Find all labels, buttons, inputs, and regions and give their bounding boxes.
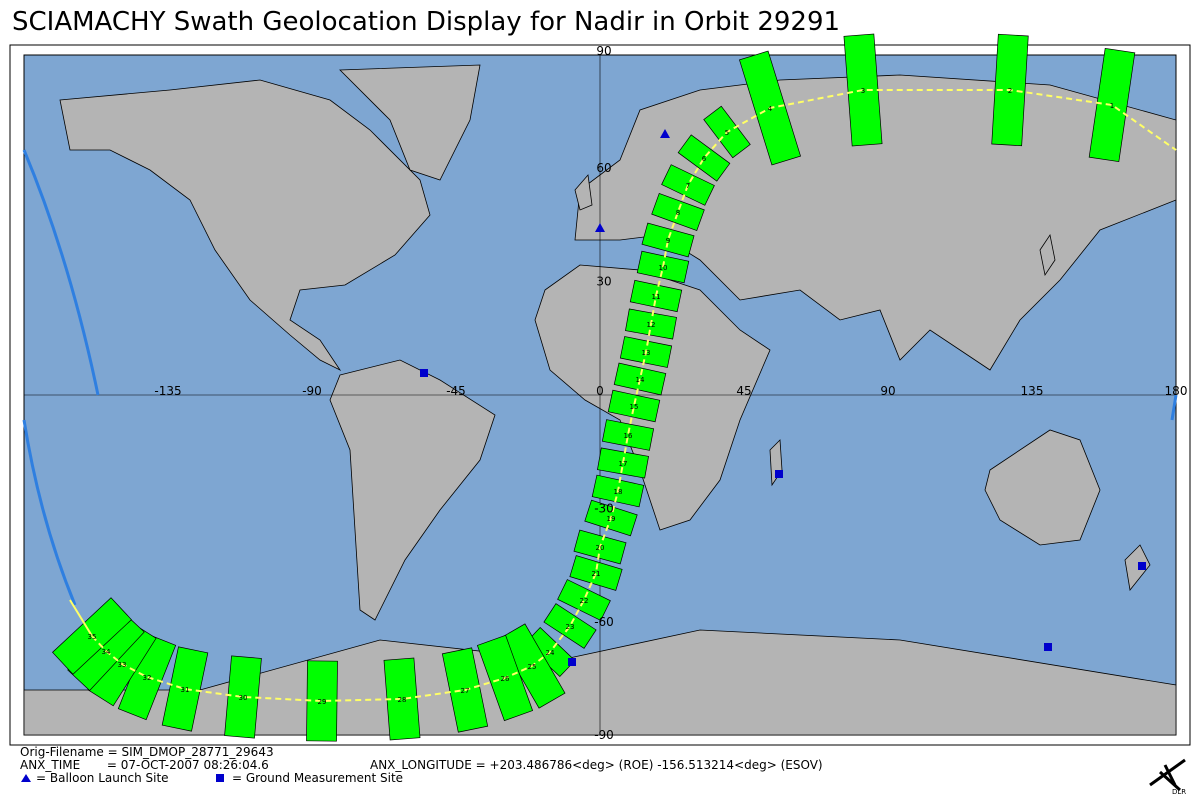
swath-label: 13 — [642, 349, 651, 357]
track-other — [22, 149, 1178, 606]
swath-box — [651, 193, 705, 231]
swath — [677, 134, 731, 182]
title: SCIAMACHY Swath Geolocation Display for … — [12, 7, 840, 37]
swath-label: 35 — [88, 633, 97, 641]
lat-label: -30 — [594, 501, 614, 515]
lon-label: -90 — [302, 384, 322, 398]
swath-label: 9 — [666, 237, 670, 245]
swath-label: 3 — [861, 87, 865, 95]
swath — [651, 193, 705, 231]
swath-label: 8 — [676, 209, 680, 217]
lon-label: 135 — [1021, 384, 1044, 398]
swath-label: 33 — [118, 661, 127, 669]
swath-label: 12 — [647, 321, 656, 329]
swath-label: 7 — [686, 182, 690, 190]
swath-label: 16 — [624, 432, 633, 440]
track-tail — [69, 599, 93, 637]
lon-label: 90 — [880, 384, 895, 398]
legend-balloon: = Balloon Launch Site — [36, 771, 169, 785]
sites — [420, 129, 1146, 666]
swath-label: 21 — [592, 570, 601, 578]
swath-box — [661, 164, 715, 206]
swath-label: 5 — [725, 129, 729, 137]
logo-text: DLR — [1172, 788, 1186, 796]
swath-label: 6 — [702, 155, 707, 163]
swath-box — [601, 419, 655, 451]
swath-label: 24 — [546, 649, 555, 657]
lat-label: 90 — [596, 44, 611, 58]
swath-label: 29 — [318, 698, 327, 706]
swath-label: 26 — [501, 675, 510, 683]
balloon-icon — [21, 774, 31, 782]
lat-label: -60 — [594, 615, 614, 629]
swath-label: 32 — [143, 674, 152, 682]
swath-label: 4 — [768, 105, 773, 113]
swath-label: 18 — [614, 488, 623, 496]
footer-anx-longitude: ANX_LONGITUDE = +203.486786<deg> (ROE) -… — [370, 758, 823, 772]
swath — [661, 164, 715, 206]
swath-label: 25 — [528, 663, 537, 671]
swath-label: 23 — [566, 623, 575, 631]
swath-box — [161, 646, 209, 732]
swath-label: 1 — [1110, 102, 1114, 110]
swath-label: 2 — [1008, 87, 1012, 95]
swath-label: 11 — [652, 293, 661, 301]
swath — [601, 419, 655, 451]
swath-label: 22 — [580, 597, 589, 605]
lat-label: 60 — [596, 161, 611, 175]
swath-label: 17 — [619, 460, 628, 468]
swath-box — [641, 222, 695, 258]
swath-label: 15 — [630, 403, 639, 411]
lon-label: -135 — [154, 384, 181, 398]
swath-label: 27 — [461, 687, 470, 695]
swath-box — [677, 134, 731, 182]
swath-label: 30 — [239, 694, 248, 702]
logo-mark — [1149, 758, 1186, 792]
swath-label: 31 — [181, 686, 190, 694]
lat-label: -90 — [594, 728, 614, 742]
ground-icon — [216, 774, 224, 782]
swath — [569, 555, 623, 591]
footer-anx-time: ANX_TIME = 07-OCT-2007 08:26:04.6 — [20, 758, 269, 772]
lat-label: 30 — [596, 275, 611, 289]
swath — [607, 389, 661, 423]
swath — [641, 222, 695, 258]
legend-ground: = Ground Measurement Site — [232, 771, 403, 785]
swath-label: 34 — [102, 648, 111, 656]
footer-filename: Orig-Filename = SIM_DMOP_28771_29643 — [20, 745, 274, 759]
lon-label: -45 — [446, 384, 466, 398]
lon-label: 0 — [596, 384, 604, 398]
swath — [843, 33, 883, 147]
lon-label: 180 — [1165, 384, 1188, 398]
lon-label: 45 — [736, 384, 751, 398]
track — [91, 89, 1177, 703]
swath-label: 10 — [659, 264, 668, 272]
swath — [543, 603, 597, 649]
swath — [161, 646, 209, 732]
swath-label: 28 — [398, 696, 407, 704]
swath-label: 19 — [607, 515, 616, 523]
swath-box — [543, 603, 597, 649]
swath-label: 14 — [636, 376, 645, 384]
swath-box — [607, 389, 661, 423]
swath-label: 20 — [596, 544, 605, 552]
swath-box — [569, 555, 623, 591]
swath-box — [843, 33, 883, 147]
